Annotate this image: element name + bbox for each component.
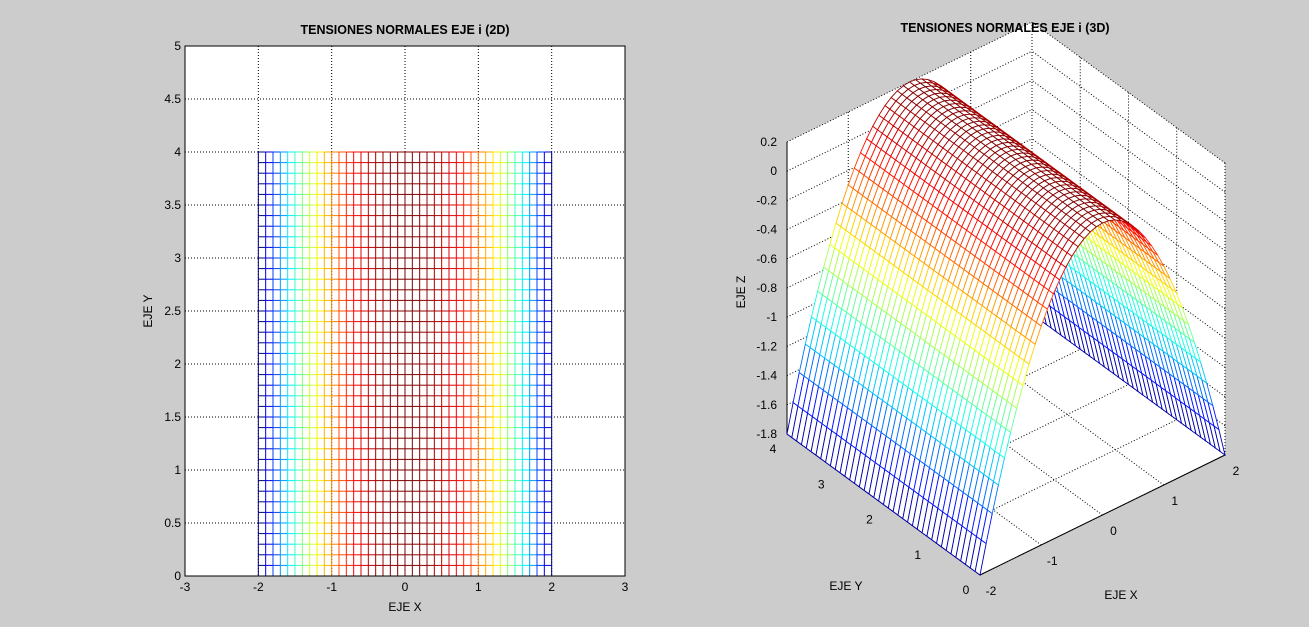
y-tick-label: 2 [866,513,873,527]
z-tick-label: -0.6 [756,252,777,266]
x-tick-label: 2 [548,580,555,594]
grid-line-x [847,403,1042,546]
ylabel-3d: EJE Y [829,579,862,593]
x-tick-label: -2 [986,584,997,598]
x-tick-label: 2 [1233,464,1240,478]
grid-line-z [1031,79,1226,222]
z-tick-label: -0.4 [756,223,777,237]
x-tick-label: 0 [402,580,409,594]
y-tick-label: 0 [174,569,181,583]
grid-line-z [1031,109,1226,252]
xlabel-2d: EJE X [388,600,421,614]
z-tick-label: -0.8 [756,281,777,295]
x-tick-label: -1 [326,580,337,594]
grid-line-z [786,138,1033,260]
grid-line-z [786,50,1033,172]
axes-3d: -1.8 -1.6 -1.4 -1.2 -1 -0.8 -0.6 -0.4 -0.2 0 0.2 0 1… [756,21,1240,598]
ylabel-2d: EJE Y [141,294,155,327]
surface-cell [1060,252,1073,268]
y-tick-label: 3.5 [164,198,181,212]
z-tick-label: -1.4 [756,369,777,383]
x-tick-label: 1 [1171,494,1178,508]
y-tick-label: 5 [174,39,181,53]
y-tick-label: 3 [818,477,825,491]
y-tick-label: 2 [174,357,181,371]
y-tick-label: 0 [963,583,970,597]
y-tick-label: 0.5 [164,516,181,530]
z-tick-label: -0.2 [756,193,777,207]
grid-line-z [786,21,1033,143]
grid-line-z [786,79,1033,201]
z-tick-label: -1 [766,310,777,324]
grid-line-z [1031,21,1226,164]
grid-line-z [786,109,1033,231]
z-tick-label: -1.8 [756,427,777,441]
x-tick-label: -2 [253,580,264,594]
z-tick-label: -1.2 [756,339,777,353]
axes-2d: -3 -2 -1 0 1 2 3 0 0.5 1 1.5 2 2.5 3 3.5 4 4.5 5 [164,39,628,594]
y-tick-label: 1 [914,548,921,562]
z-tick-label: 0 [770,164,777,178]
xlabel-3d: EJE X [1104,588,1137,602]
y-tick-label: 3 [174,251,181,265]
x-axis-line [979,454,1226,576]
y-tick-label: 4 [770,442,777,456]
title-2d: TENSIONES NORMALES EJE i (2D) [300,23,509,37]
x-tick-label: -1 [1047,554,1058,568]
x-tick-label: 3 [622,580,629,594]
grid-line-z [1031,50,1226,193]
title-3d: TENSIONES NORMALES EJE i (3D) [900,21,1109,35]
y-tick-label: 1.5 [164,410,181,424]
y-tick-label: 4 [174,145,181,159]
y-tick-label: 1 [174,463,181,477]
grid-line-z [1031,138,1226,281]
x-tick-label: 0 [1110,524,1117,538]
grid-line-z [1031,167,1226,310]
x-tick-label: 1 [475,580,482,594]
z-tick-label: 0.2 [760,135,777,149]
y-tick-label: 2.5 [164,304,181,318]
z-tick-label: -1.6 [756,398,777,412]
grid-line-z [1031,196,1226,339]
x-tick-label: -3 [180,580,191,594]
axes-box-2d [184,45,626,577]
zlabel-3d: EJE Z [734,276,748,309]
grid-line-x [970,343,1165,486]
y-tick-label: 4.5 [164,92,181,106]
grid-line-x [909,373,1103,516]
